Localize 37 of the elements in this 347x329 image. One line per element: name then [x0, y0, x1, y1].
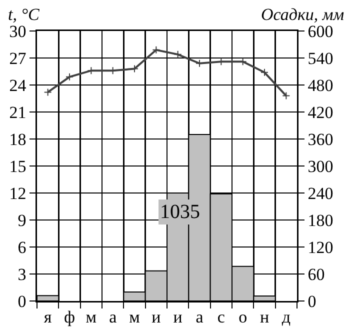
y-tick-label: 6 [18, 238, 26, 257]
y-tick-label: 3 [18, 264, 26, 284]
x-tick-label: д [282, 308, 291, 327]
y2-tick-label: 540 [308, 48, 334, 68]
y2-tick-label: 60 [308, 264, 325, 284]
y2-tick-label: 420 [308, 102, 334, 122]
y2-tick-label: 360 [308, 130, 334, 149]
x-tick-label: м [129, 308, 140, 327]
y2-tick-label: 480 [308, 76, 334, 95]
annotation: 1035 [160, 201, 200, 223]
x-tick-label: и [173, 308, 182, 327]
x-tick-label: м [86, 308, 97, 327]
y-tick-label: 15 [9, 156, 26, 176]
y-axis-title: t, °C [8, 5, 40, 24]
x-tick-label: и [152, 308, 161, 327]
y-tick-label: 24 [9, 76, 27, 95]
y2-tick-label: 600 [308, 22, 334, 41]
y2-tick-label: 120 [308, 238, 334, 257]
y2-tick-label: 240 [308, 184, 334, 203]
x-tick-label: а [196, 308, 204, 327]
y2-axis-title: Осадки, мм [261, 5, 344, 24]
x-tick-label: с [217, 308, 226, 327]
x-tick-label: о [238, 308, 248, 327]
y-tick-label: 27 [9, 48, 27, 68]
y-tick-label: 30 [9, 22, 26, 41]
x-tick-label: я [44, 308, 52, 327]
x-tick-label: а [109, 308, 118, 327]
y2-tick-label: 180 [308, 210, 334, 230]
y-tick-label: 21 [9, 102, 26, 122]
y-tick-label: 9 [18, 210, 26, 230]
y2-tick-label: 0 [308, 292, 316, 311]
x-tick-label: ф [64, 308, 76, 327]
y2-tick-label: 300 [308, 156, 334, 176]
x-tick-label: н [260, 308, 270, 327]
y-tick-label: 0 [18, 292, 26, 311]
y-tick-label: 12 [9, 184, 26, 203]
y-tick-label: 18 [9, 130, 26, 149]
